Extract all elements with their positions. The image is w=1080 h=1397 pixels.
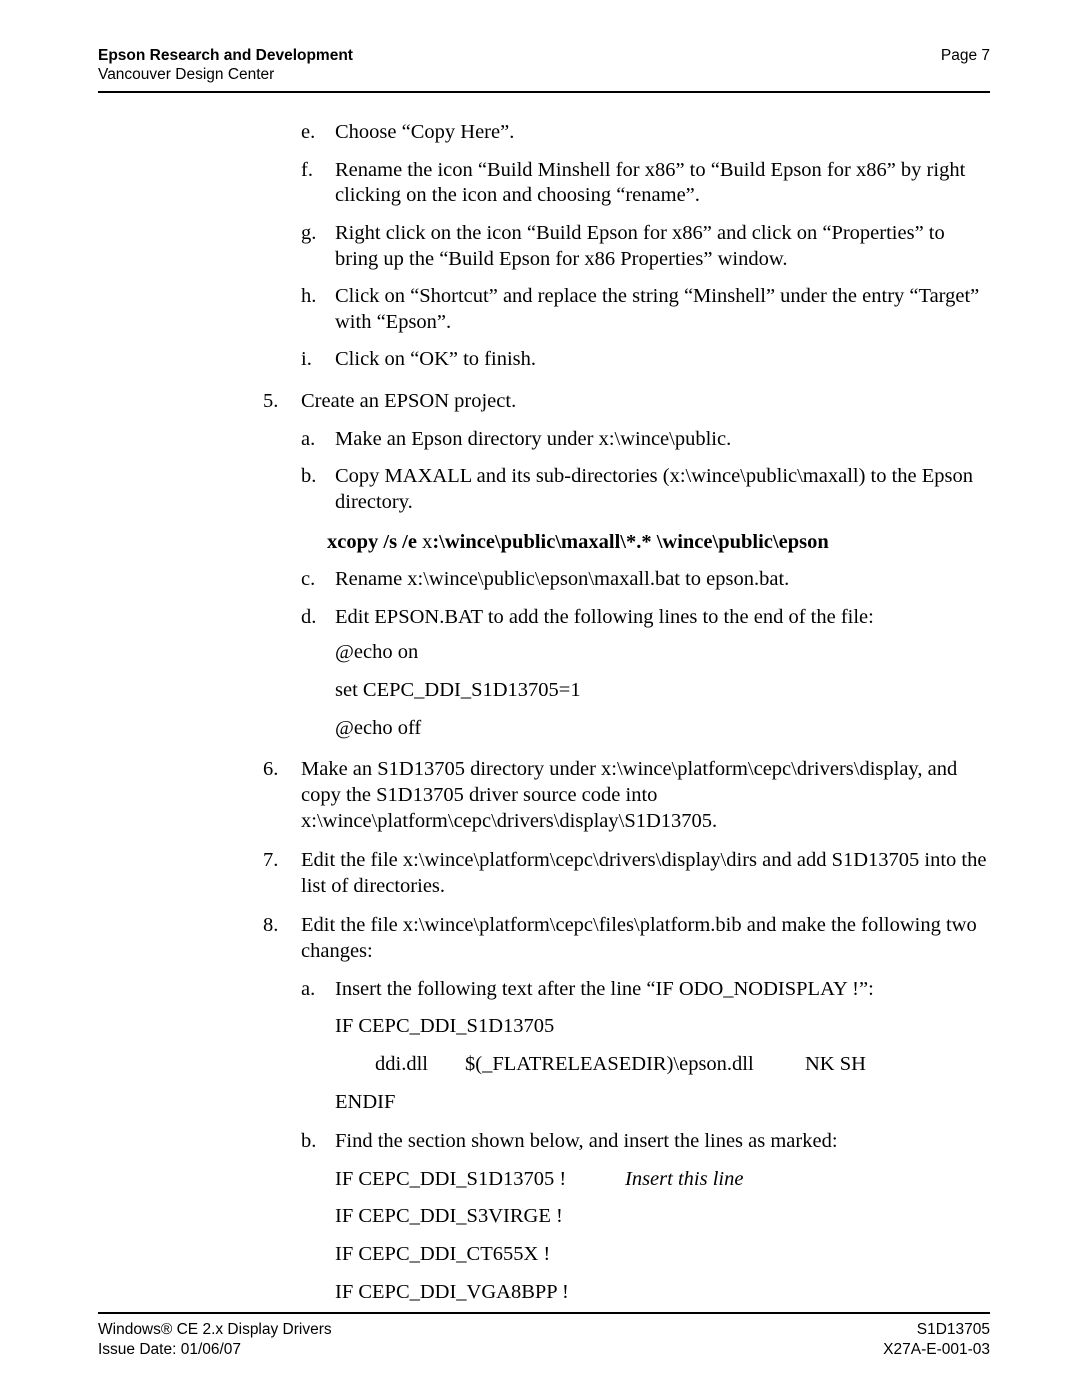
li-text: Right click on the icon “Build Epson for… [335,221,990,272]
header-page: Page 7 [941,46,990,65]
code-block-8b: IF CEPC_DDI_S1D13705 ! Insert this line … [335,1167,990,1306]
li-text: Make an S1D13705 directory under x:\winc… [301,757,990,834]
li-text: Create an EPSON project. [301,389,990,415]
xcopy-rest: :\wince\public\maxall\*.* \wince\public\… [432,531,828,553]
list-group-4: b.Find the section shown below, and inse… [263,1129,990,1155]
marker: a. [301,977,335,1003]
code-note: Insert this line [625,1167,743,1193]
li-text: Rename the icon “Build Minshell for x86”… [335,158,990,209]
code-line: ddi.dll $(_FLATRELEASEDIR)\epson.dll NK … [375,1052,990,1078]
marker: f. [301,158,335,209]
code-line: ENDIF [335,1090,990,1116]
marker: b. [301,464,335,515]
code-line: set CEPC_DDI_S1D13705=1 [335,678,990,704]
li-text: Click on “OK” to finish. [335,347,990,373]
list-group-1: e.Choose “Copy Here”. f.Rename the icon … [263,120,990,516]
li-text: Edit the file x:\wince\platform\cepc\fil… [301,913,990,964]
li-text: Make an Epson directory under x:\wince\p… [335,427,990,453]
footer-left-2: Issue Date: 01/06/07 [98,1340,241,1359]
code-line: IF CEPC_DDI_S1D13705 [335,1014,990,1040]
content-body: e.Choose “Copy Here”. f.Rename the icon … [263,108,990,1305]
li-text: Insert the following text after the line… [335,977,990,1003]
li-text: Click on “Shortcut” and replace the stri… [335,284,990,335]
code-line: @echo on [335,640,990,666]
marker: e. [301,120,335,146]
li-text: Rename x:\wince\public\epson\maxall.bat … [335,567,990,593]
footer-right-1: S1D13705 [917,1320,990,1339]
list-group-3: 6.Make an S1D13705 directory under x:\wi… [263,757,990,1002]
li-text: Edit the file x:\wince\platform\cepc\dri… [301,848,990,899]
marker: i. [301,347,335,373]
marker: 7. [263,848,301,899]
marker: 5. [263,389,301,415]
code-line: @echo off [335,716,990,742]
code-col: NK SH [805,1052,866,1078]
li-text: Copy MAXALL and its sub-directories (x:\… [335,464,990,515]
code-text: IF CEPC_DDI_S1D13705 ! [335,1167,625,1193]
code-block-d: @echo on set CEPC_DDI_S1D13705=1 @echo o… [335,640,990,741]
footer-right-2: X27A-E-001-03 [883,1340,990,1359]
code-line: IF CEPC_DDI_CT655X ! [335,1242,990,1268]
marker: b. [301,1129,335,1155]
li-text: Choose “Copy Here”. [335,120,990,146]
page: Epson Research and Development Page 7 Va… [0,0,1080,1397]
xcopy-pre: xcopy /s /e [327,531,422,553]
page-header: Epson Research and Development Page 7 Va… [98,46,990,93]
code-line: IF CEPC_DDI_S1D13705 ! Insert this line [335,1167,990,1193]
marker: 6. [263,757,301,834]
xcopy-x: x [422,531,432,553]
marker: g. [301,221,335,272]
marker: d. [301,605,335,631]
page-footer: Windows® CE 2.x Display Drivers S1D13705… [98,1312,990,1359]
header-org: Epson Research and Development [98,46,353,65]
code-col: ddi.dll [375,1052,465,1078]
list-group-2: c.Rename x:\wince\public\epson\maxall.ba… [263,567,990,630]
li-text: Edit EPSON.BAT to add the following line… [335,605,990,631]
marker: 8. [263,913,301,964]
marker: h. [301,284,335,335]
footer-rule [98,1312,990,1314]
code-line: IF CEPC_DDI_VGA8BPP ! [335,1280,990,1306]
header-center: Vancouver Design Center [98,65,990,84]
code-line: IF CEPC_DDI_S3VIRGE ! [335,1204,990,1230]
xcopy-line: xcopy /s /e x:\wince\public\maxall\*.* \… [327,530,990,556]
footer-left-1: Windows® CE 2.x Display Drivers [98,1320,332,1339]
marker: c. [301,567,335,593]
code-col: $(_FLATRELEASEDIR)\epson.dll [465,1052,805,1078]
li-text: Find the section shown below, and insert… [335,1129,990,1155]
code-block-8a: IF CEPC_DDI_S1D13705 ddi.dll $(_FLATRELE… [335,1014,990,1115]
marker: a. [301,427,335,453]
